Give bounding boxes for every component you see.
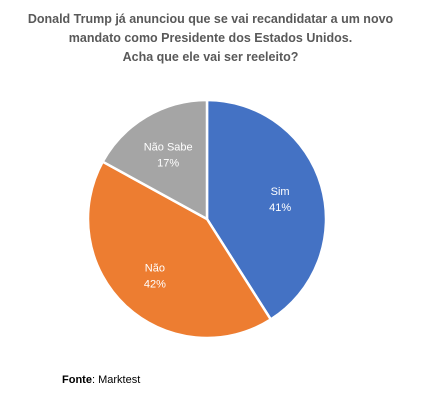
slice-category-label: Sim xyxy=(271,186,290,198)
slice-label-sim: Sim 41% xyxy=(269,186,291,214)
chart-title: Donald Trump já anunciou que se vai reca… xyxy=(0,10,421,67)
chart-title-line-3: Acha que ele vai ser reeleito? xyxy=(122,50,299,64)
slice-value-label: 41% xyxy=(269,202,291,214)
pie-slice-nao xyxy=(86,160,273,340)
source-label: Fonte xyxy=(62,374,92,386)
source-value: Marktest xyxy=(98,374,141,386)
chart-title-line-1: Donald Trump já anunciou que se vai reca… xyxy=(27,12,394,26)
slice-value-label: 17% xyxy=(157,157,179,169)
slice-value-label: 42% xyxy=(144,279,166,291)
source-note: Fonte: Marktest xyxy=(62,374,140,386)
source-separator: : xyxy=(91,374,99,386)
pie-slice-nao-sabe xyxy=(101,98,209,221)
slice-label-nao-sabe: Não Sabe 17% xyxy=(144,141,193,169)
chart-title-line-2: mandato como Presidente dos Estados Unid… xyxy=(68,31,353,45)
slice-category-label: Não xyxy=(145,263,165,275)
slice-category-label: Não Sabe xyxy=(144,141,193,153)
slice-label-nao: Não 42% xyxy=(144,263,166,291)
